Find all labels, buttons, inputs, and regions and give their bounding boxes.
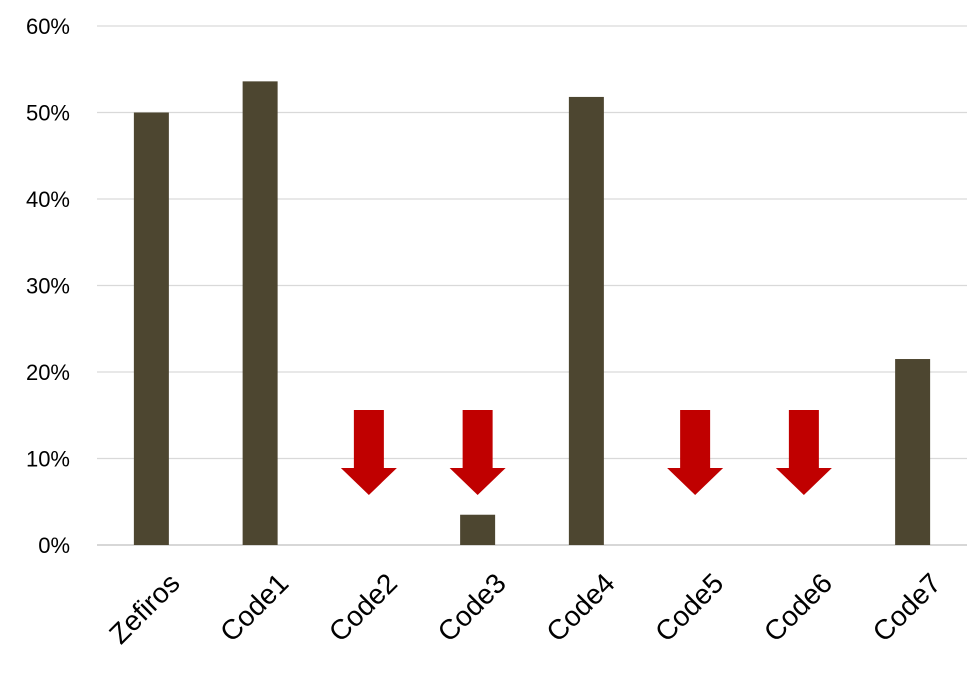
x-tick-label: Code2: [323, 567, 403, 647]
y-tick-label: 10%: [26, 447, 70, 472]
x-tick-label: Code4: [540, 567, 620, 647]
y-tick-label: 50%: [26, 101, 70, 126]
x-tick-label: Code5: [649, 567, 729, 647]
gridlines: [97, 25, 967, 546]
y-axis-tick-labels: 0% 10% 20% 30% 40% 50% 60%: [26, 14, 70, 558]
y-tick-label: 30%: [26, 274, 70, 299]
bars: [133, 81, 931, 546]
y-tick-label: 0%: [38, 533, 70, 558]
down-arrow-icon: [775, 410, 832, 495]
bar-code7: [895, 359, 931, 545]
down-arrow-icon: [449, 410, 506, 495]
bar-zefiros: [133, 112, 169, 545]
x-tick-label: Code7: [867, 567, 947, 647]
bar-code1: [242, 81, 278, 546]
x-tick-label: Zefiros: [103, 567, 185, 649]
x-tick-label: Code1: [214, 567, 294, 647]
bar-code4: [568, 96, 604, 546]
down-arrow-icon: [340, 410, 397, 495]
annotation-arrows: [340, 410, 832, 495]
x-tick-label: Code6: [758, 567, 838, 647]
x-axis-category-labels: Zefiros Code1 Code2 Code3 Code4 Code5 Code6 Cod…: [103, 567, 947, 649]
down-arrow-icon: [667, 410, 724, 495]
y-tick-label: 20%: [26, 360, 70, 385]
y-tick-label: 60%: [26, 14, 70, 39]
y-tick-label: 40%: [26, 187, 70, 212]
bar-code3: [460, 514, 496, 545]
x-tick-label: Code3: [432, 567, 512, 647]
